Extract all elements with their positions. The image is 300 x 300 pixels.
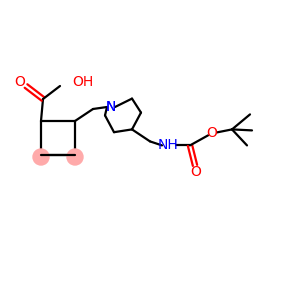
Text: N: N — [106, 100, 116, 114]
Circle shape — [33, 149, 49, 165]
Circle shape — [67, 149, 83, 165]
Text: OH: OH — [72, 75, 93, 89]
Text: O: O — [15, 75, 26, 89]
Text: N: N — [106, 100, 116, 114]
Text: O: O — [207, 126, 218, 140]
Text: NH: NH — [158, 138, 178, 152]
Text: O: O — [190, 165, 201, 179]
